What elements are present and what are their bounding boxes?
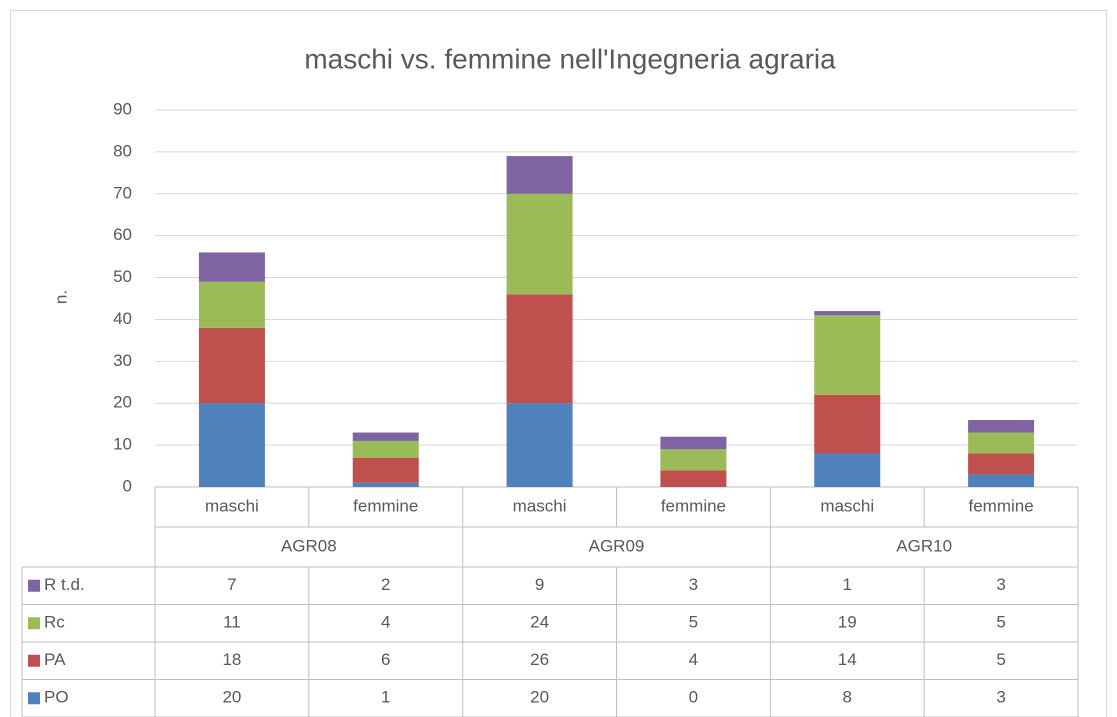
table-value: 20 xyxy=(530,688,549,707)
table-value: 0 xyxy=(689,688,698,707)
x-tick-label: femmine xyxy=(661,496,726,515)
bar-segment xyxy=(814,394,881,454)
table-value: 6 xyxy=(381,650,390,669)
legend-swatch xyxy=(28,654,40,667)
bar-segment xyxy=(198,281,265,328)
bar-segment xyxy=(660,436,727,450)
bar-segment xyxy=(506,294,573,404)
table-value: 18 xyxy=(222,650,241,669)
bar-segment xyxy=(352,457,419,483)
y-tick-label: 10 xyxy=(113,435,132,454)
bar-segment xyxy=(660,470,727,487)
table-value: 3 xyxy=(689,575,698,594)
table-value: 1 xyxy=(381,688,390,707)
y-tick-label: 90 xyxy=(113,99,132,118)
bar-segment xyxy=(352,432,419,441)
table-value: 20 xyxy=(222,688,241,707)
bar-segment xyxy=(352,440,419,458)
y-tick-label: 60 xyxy=(113,225,132,244)
bar-segment xyxy=(506,193,573,295)
table-value: 3 xyxy=(996,688,1005,707)
table-value: 4 xyxy=(689,650,698,669)
bar-segment xyxy=(968,453,1035,475)
bar-segment xyxy=(506,156,573,194)
bar-segment xyxy=(506,403,573,487)
table-value: 24 xyxy=(530,613,549,632)
legend-label: Rc xyxy=(44,613,65,632)
legend-swatch xyxy=(28,692,40,705)
group-label: AGR10 xyxy=(896,536,952,555)
bar-segment xyxy=(660,449,727,471)
bar-segment xyxy=(968,474,1035,487)
bar-segment xyxy=(814,311,881,316)
y-axis-label: n. xyxy=(51,290,70,304)
x-tick-label: maschi xyxy=(513,496,567,515)
x-tick-label: maschi xyxy=(205,496,259,515)
table-value: 5 xyxy=(996,613,1005,632)
group-label: AGR09 xyxy=(589,536,645,555)
bar-segment xyxy=(968,419,1035,433)
table-value: 2 xyxy=(381,575,390,594)
table-value: 1 xyxy=(843,575,852,594)
legend-label: PO xyxy=(44,688,69,707)
y-tick-label: 40 xyxy=(113,309,132,328)
table-value: 5 xyxy=(689,613,698,632)
bar-segment xyxy=(198,403,265,487)
group-label: AGR08 xyxy=(281,536,337,555)
legend-label: PA xyxy=(44,650,66,669)
y-tick-label: 20 xyxy=(113,393,132,412)
table-value: 26 xyxy=(530,650,549,669)
table-value: 5 xyxy=(996,650,1005,669)
chart-title: maschi vs. femmine nell'Ingegneria agrar… xyxy=(304,43,836,74)
y-tick-label: 70 xyxy=(113,183,132,202)
table-value: 7 xyxy=(227,575,236,594)
bar-segment xyxy=(198,252,265,282)
table-value: 9 xyxy=(535,575,544,594)
x-tick-label: maschi xyxy=(820,496,874,515)
table-value: 14 xyxy=(838,650,857,669)
x-tick-label: femmine xyxy=(968,496,1033,515)
x-tick-label: femmine xyxy=(353,496,418,515)
bar-segment xyxy=(814,315,881,395)
bar-segment xyxy=(352,482,419,487)
y-tick-label: 50 xyxy=(113,267,132,286)
bar-segment xyxy=(198,327,265,404)
table-value: 3 xyxy=(996,575,1005,594)
table-value: 11 xyxy=(223,613,241,632)
y-tick-label: 0 xyxy=(123,476,132,495)
bar-segment xyxy=(968,432,1035,454)
legend-label: R t.d. xyxy=(44,575,85,594)
legend-swatch xyxy=(28,579,40,592)
table-value: 19 xyxy=(838,613,857,632)
y-tick-label: 30 xyxy=(113,351,132,370)
y-tick-label: 80 xyxy=(113,141,132,160)
bar-segment xyxy=(814,453,881,487)
table-value: 4 xyxy=(381,613,390,632)
table-value: 8 xyxy=(843,688,852,707)
legend-swatch xyxy=(28,617,40,630)
